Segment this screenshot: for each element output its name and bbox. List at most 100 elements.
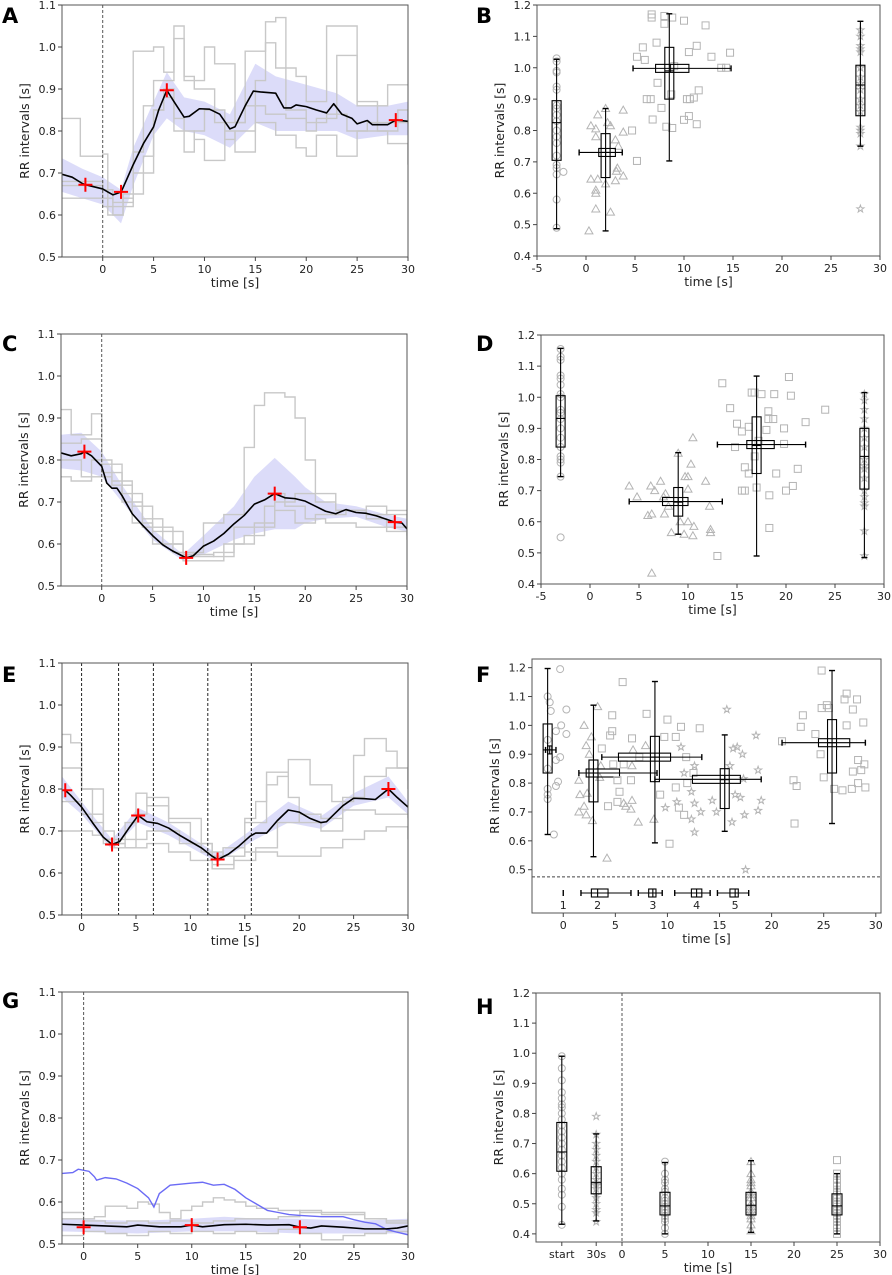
scatter-point-square	[854, 779, 863, 788]
scatter-point-square	[842, 689, 851, 698]
scatter-point-square	[722, 63, 731, 72]
scatter-point-square	[713, 551, 722, 560]
y-tick-label: 0.5	[39, 909, 57, 922]
vertical-boxplot	[590, 1133, 602, 1222]
y-axis-label: RR interval [s]	[17, 744, 32, 833]
scatter-point-square	[692, 120, 701, 129]
scatter-point-triangle	[645, 480, 656, 490]
scatter-point-circle	[551, 782, 560, 790]
scatter-point-star	[686, 786, 697, 797]
individual-trace	[62, 767, 408, 857]
scatter-point-square	[860, 760, 869, 769]
box	[746, 440, 775, 450]
x-tick-label: 5	[612, 919, 619, 932]
scatter-point-square	[689, 769, 698, 778]
scatter-point-circle	[554, 777, 563, 786]
scatter-point-triangle	[584, 749, 595, 758]
confidence-band	[62, 776, 408, 863]
scatter-point-square	[819, 773, 828, 782]
scatter-point-square	[665, 839, 674, 848]
x-tick-label: 5	[149, 592, 156, 605]
turning-point-marker	[131, 808, 146, 823]
mean-line	[64, 788, 408, 861]
y-tick-label: 1.2	[514, 0, 532, 12]
scatter-point-square	[648, 115, 657, 124]
y-tick-label: 0.9	[518, 422, 536, 435]
scatter-point-square	[676, 722, 685, 731]
y-tick-label: 1.0	[513, 1047, 531, 1060]
y-tick-label: 1.1	[39, 0, 57, 12]
box	[859, 427, 870, 490]
scatter-point-square	[821, 405, 830, 414]
scatter-point-triangle	[688, 530, 698, 540]
y-tick-label: 0.4	[518, 578, 536, 591]
y-tick-label: 0.6	[514, 187, 532, 200]
individual-trace	[61, 459, 407, 562]
horizontal-boxplot	[544, 745, 557, 755]
box	[588, 759, 599, 803]
y-axis-label: RR intervals [s]	[491, 1070, 506, 1166]
y-tick-label: 0.8	[39, 1112, 57, 1125]
scatter-point-square	[657, 103, 666, 112]
y-tick-label: 0.9	[39, 741, 57, 754]
y-tick-label: 0.5	[38, 580, 56, 593]
y-tick-label: 1.0	[39, 699, 57, 712]
scatter-point-triangle	[620, 801, 631, 810]
scatter-point-square	[667, 90, 676, 99]
plot-frame	[61, 662, 409, 916]
panel-B: B -5 0 5 10 15 20 25 30 0.4 0.5 0.6 0.7 0.8 0.9 1.0 1.1 1…	[476, 0, 887, 289]
y-tick-label: 1.2	[513, 987, 531, 1000]
x-tick-label: 10	[677, 262, 691, 275]
horizontal-boxplot	[580, 888, 632, 898]
y-tick-label: 0.9	[39, 83, 57, 96]
scatter-point-square	[726, 48, 735, 57]
scatter-point-square	[854, 756, 863, 765]
panel-C: C 0 5 10 15 20 25 30 0.5 0.6 0.7 0.8 0.9 1.0 1.1 time […	[2, 328, 414, 619]
scatter-point-square	[784, 373, 793, 382]
scatter-point-square	[764, 407, 773, 416]
scatter-point-triangle	[640, 740, 651, 750]
scatter-point-circle	[545, 698, 554, 707]
scatter-point-circle	[557, 721, 566, 730]
scatter-point-star	[737, 748, 748, 759]
scatter-point-triangle	[581, 740, 592, 750]
scatter-point-triangle	[618, 105, 629, 114]
y-tick-label: 0.8	[518, 454, 536, 467]
box	[590, 888, 609, 898]
scatter-point-triangle	[581, 809, 592, 819]
scatter-point-square	[606, 731, 615, 740]
phase-label: 4	[693, 899, 700, 912]
y-tick-label: 0.9	[514, 93, 532, 106]
vertical-boxplot	[831, 1172, 843, 1235]
scatter-point-triangle	[612, 163, 623, 172]
turning-point-marker	[387, 515, 402, 530]
scatter-point-circle	[551, 727, 560, 736]
scatter-point-square	[608, 711, 617, 720]
scatter-point-square	[597, 744, 606, 753]
x-axis-label: time [s]	[682, 931, 730, 946]
x-tick-label: 20	[299, 263, 313, 276]
scatter-point-square	[744, 422, 753, 431]
scatter-point-triangle	[688, 432, 698, 442]
scatter-point-square	[642, 709, 651, 718]
scatter-point-star	[753, 764, 764, 775]
scatter-point-square	[847, 784, 856, 793]
panel-G: G 0 5 10 15 20 25 30 0.5 0.6 0.7 0.8 0.9 1.0 1.1 time […	[2, 986, 415, 1275]
scatter-point-square	[694, 86, 703, 95]
individual-trace	[62, 88, 408, 208]
x-tick-label: 25	[828, 590, 842, 603]
scatter-point-square	[848, 767, 857, 776]
scatter-point-triangle	[592, 109, 603, 119]
scatter-point-triangle	[574, 806, 584, 816]
scatter-point-star	[726, 816, 738, 827]
x-tick-label: 30	[869, 919, 883, 932]
scatter-point-circle	[562, 730, 571, 739]
x-tick-label: 25	[817, 919, 831, 932]
scatter-point-square	[660, 732, 669, 741]
y-tick-label: 1.0	[39, 41, 57, 54]
scatter-point-triangle	[649, 814, 659, 823]
scatter-point-square	[656, 790, 665, 799]
turning-point-marker	[76, 1220, 91, 1235]
confidence-band	[61, 432, 407, 561]
y-tick-label: 0.6	[39, 209, 57, 222]
